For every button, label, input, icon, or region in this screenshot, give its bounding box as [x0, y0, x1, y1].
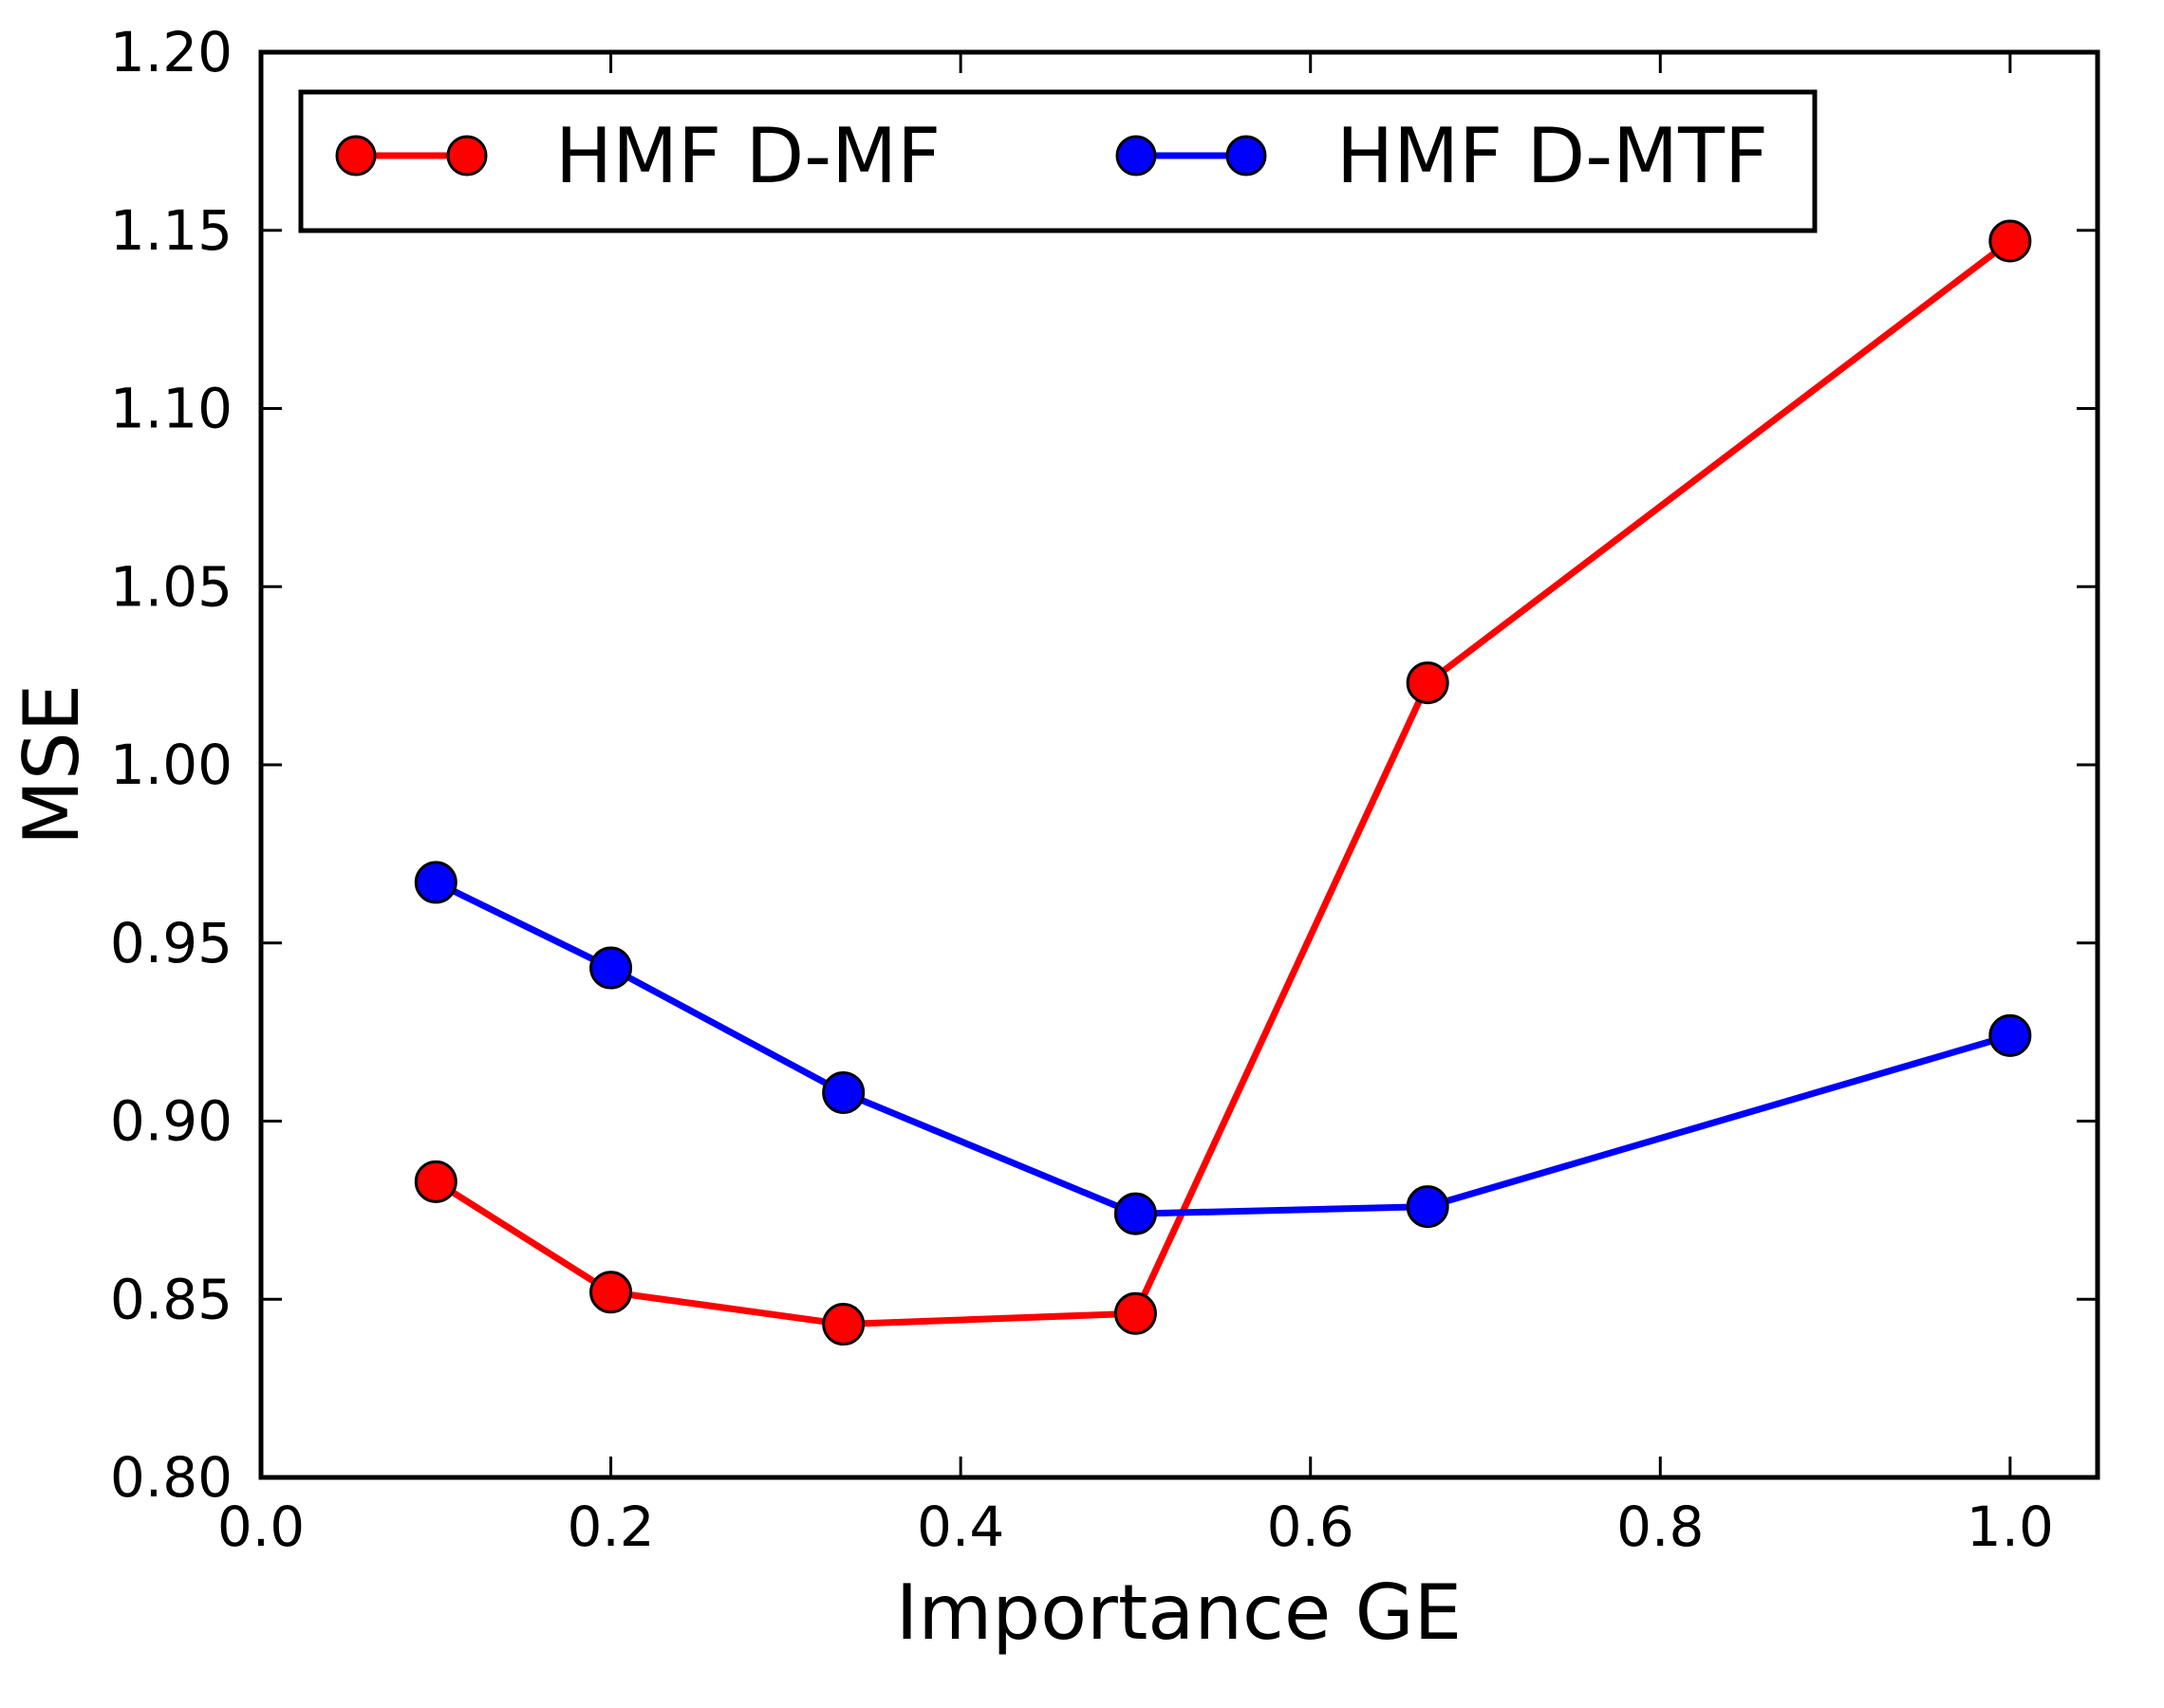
series-1-point-1 [589, 946, 633, 990]
series-line-0 [434, 238, 2012, 1328]
plot-frame [258, 49, 2100, 1480]
legend: HMF D-MF HMF D-MTF [298, 89, 1818, 233]
x-tick-label-1: 0.2 [567, 1494, 654, 1559]
y-tick-label-8: 1.20 [110, 20, 233, 84]
legend-label-0: HMF D-MF [555, 112, 941, 200]
legend-marker-1a [1115, 135, 1157, 176]
x-tick-label-0: 0.0 [217, 1494, 305, 1559]
series-0-point-0 [414, 1160, 457, 1203]
series-1-point-3 [1113, 1192, 1157, 1235]
legend-box [298, 89, 1818, 233]
legend-marker-0b [446, 135, 488, 176]
y-tick-label-4: 1.00 [110, 733, 233, 797]
series-line-1 [434, 879, 2011, 1217]
series-0-point-4 [1406, 661, 1449, 705]
axis-ticks [259, 50, 2098, 1479]
x-axis-label: Importance GE [896, 1569, 1462, 1657]
x-tick-label-5: 1.0 [1967, 1494, 2054, 1559]
series-1-point-4 [1406, 1185, 1449, 1229]
series-0-point-1 [589, 1271, 633, 1314]
series-layer [414, 219, 2032, 1346]
y-tick-label-5: 1.05 [110, 554, 233, 619]
series-0-point-5 [1988, 219, 2032, 263]
y-tick-label-2: 0.90 [110, 1089, 233, 1154]
y-tick-label-7: 1.15 [110, 198, 233, 263]
x-tick-label-3: 0.6 [1267, 1494, 1354, 1559]
legend-marker-0a [335, 135, 377, 176]
series-1-point-0 [414, 861, 457, 904]
y-tick-label-0: 0.80 [110, 1445, 233, 1510]
legend-label-1: HMF D-MTF [1336, 112, 1768, 200]
series-1-point-5 [1988, 1013, 2032, 1057]
x-tick-label-4: 0.8 [1616, 1494, 1704, 1559]
y-tick-label-3: 0.95 [110, 911, 233, 975]
tick-labels: 0.0 0.2 0.4 0.6 0.8 1.0 0.80 0.85 0.90 0.95 1.00 1.… [110, 20, 2054, 1559]
y-tick-label-1: 0.85 [110, 1267, 233, 1331]
legend-marker-1b [1225, 135, 1267, 176]
series-0-point-2 [822, 1303, 866, 1346]
y-axis-label: MSE [8, 684, 96, 845]
series-0-point-3 [1113, 1291, 1157, 1335]
series-1-point-2 [822, 1070, 866, 1114]
y-tick-label-6: 1.10 [110, 377, 233, 441]
x-tick-label-2: 0.4 [917, 1494, 1004, 1559]
